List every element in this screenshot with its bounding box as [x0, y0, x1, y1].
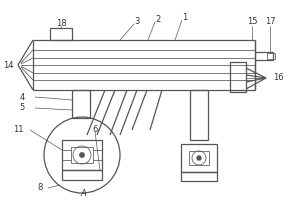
Bar	[72, 90, 90, 118]
Bar	[190, 90, 208, 140]
Text: 18: 18	[56, 19, 66, 27]
Bar	[50, 28, 72, 40]
Text: 4: 4	[20, 92, 25, 102]
Text: 5: 5	[20, 104, 25, 112]
Text: 1: 1	[182, 14, 188, 22]
Text: 8: 8	[37, 184, 43, 192]
Text: 14: 14	[3, 60, 13, 70]
Bar	[267, 53, 275, 59]
Text: A: A	[80, 190, 86, 198]
Bar	[71, 147, 93, 163]
Text: 17: 17	[265, 18, 275, 26]
Text: 11: 11	[13, 126, 23, 134]
Text: 6: 6	[92, 126, 98, 134]
Bar	[189, 151, 209, 165]
Bar	[181, 144, 217, 172]
Text: 15: 15	[247, 18, 257, 26]
Text: 16: 16	[273, 73, 283, 82]
Circle shape	[197, 156, 201, 160]
Circle shape	[80, 152, 85, 158]
Bar	[230, 62, 246, 92]
Text: 2: 2	[155, 16, 160, 24]
Bar	[181, 172, 217, 181]
Text: 3: 3	[134, 18, 140, 26]
Bar	[62, 140, 102, 170]
Bar	[62, 170, 102, 180]
